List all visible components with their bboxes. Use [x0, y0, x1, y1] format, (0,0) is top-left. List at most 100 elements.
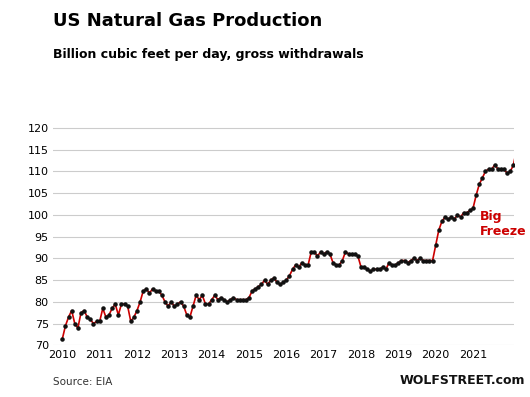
- Point: [518, 142, 527, 148]
- Point: [111, 301, 119, 307]
- Point: [189, 303, 197, 309]
- Point: [391, 262, 400, 268]
- Point: [466, 207, 474, 214]
- Point: [245, 294, 253, 301]
- Point: [192, 292, 200, 299]
- Point: [173, 301, 182, 307]
- Point: [86, 316, 94, 322]
- Point: [304, 262, 312, 268]
- Point: [416, 255, 425, 262]
- Point: [198, 292, 207, 299]
- Point: [400, 257, 409, 264]
- Point: [210, 292, 219, 299]
- Point: [323, 249, 331, 255]
- Point: [344, 251, 353, 257]
- Point: [117, 301, 126, 307]
- Point: [472, 192, 480, 198]
- Point: [207, 297, 216, 303]
- Point: [276, 281, 285, 288]
- Point: [348, 251, 356, 257]
- Point: [516, 140, 524, 146]
- Point: [350, 251, 359, 257]
- Point: [298, 260, 306, 266]
- Point: [338, 257, 347, 264]
- Point: [282, 277, 290, 283]
- Point: [267, 277, 275, 283]
- Point: [335, 262, 343, 268]
- Point: [366, 268, 375, 275]
- Point: [378, 264, 387, 270]
- Point: [105, 312, 113, 318]
- Point: [201, 301, 210, 307]
- Point: [102, 314, 110, 320]
- Point: [460, 210, 468, 216]
- Point: [484, 166, 493, 172]
- Point: [425, 257, 434, 264]
- Point: [295, 264, 303, 270]
- Point: [525, 146, 530, 153]
- Point: [329, 260, 337, 266]
- Point: [95, 318, 104, 325]
- Point: [332, 262, 340, 268]
- Point: [108, 305, 117, 312]
- Point: [478, 175, 487, 181]
- Point: [500, 166, 508, 172]
- Point: [99, 305, 107, 312]
- Point: [148, 286, 157, 292]
- Point: [157, 292, 166, 299]
- Point: [413, 257, 421, 264]
- Point: [369, 266, 378, 272]
- Point: [273, 279, 281, 285]
- Point: [428, 257, 437, 264]
- Point: [167, 299, 175, 305]
- Point: [301, 262, 310, 268]
- Point: [92, 318, 101, 325]
- Point: [64, 314, 73, 320]
- Point: [493, 166, 502, 172]
- Point: [503, 170, 511, 177]
- Point: [316, 249, 325, 255]
- Point: [279, 279, 287, 285]
- Point: [354, 253, 362, 259]
- Point: [444, 216, 453, 222]
- Point: [447, 214, 455, 220]
- Point: [238, 297, 247, 303]
- Point: [491, 162, 499, 168]
- Point: [419, 257, 428, 264]
- Point: [450, 216, 458, 222]
- Point: [176, 299, 185, 305]
- Point: [186, 314, 194, 320]
- Point: [363, 266, 372, 272]
- Point: [164, 303, 172, 309]
- Point: [232, 297, 241, 303]
- Point: [522, 140, 530, 146]
- Point: [67, 307, 76, 314]
- Point: [77, 310, 85, 316]
- Point: [285, 273, 294, 279]
- Point: [509, 162, 518, 168]
- Point: [80, 307, 89, 314]
- Point: [242, 297, 250, 303]
- Point: [235, 297, 244, 303]
- Point: [313, 253, 322, 259]
- Point: [463, 210, 471, 216]
- Point: [388, 262, 396, 268]
- Point: [488, 166, 496, 172]
- Point: [506, 168, 515, 175]
- Point: [83, 314, 92, 320]
- Point: [61, 323, 69, 329]
- Point: [205, 301, 213, 307]
- Point: [161, 299, 169, 305]
- Point: [263, 281, 272, 288]
- Point: [130, 314, 138, 320]
- Point: [220, 297, 228, 303]
- Point: [325, 251, 334, 257]
- Point: [394, 260, 403, 266]
- Point: [257, 281, 266, 288]
- Point: [375, 266, 384, 272]
- Point: [453, 212, 462, 218]
- Point: [441, 214, 449, 220]
- Point: [475, 181, 483, 187]
- Point: [435, 227, 443, 233]
- Point: [229, 294, 237, 301]
